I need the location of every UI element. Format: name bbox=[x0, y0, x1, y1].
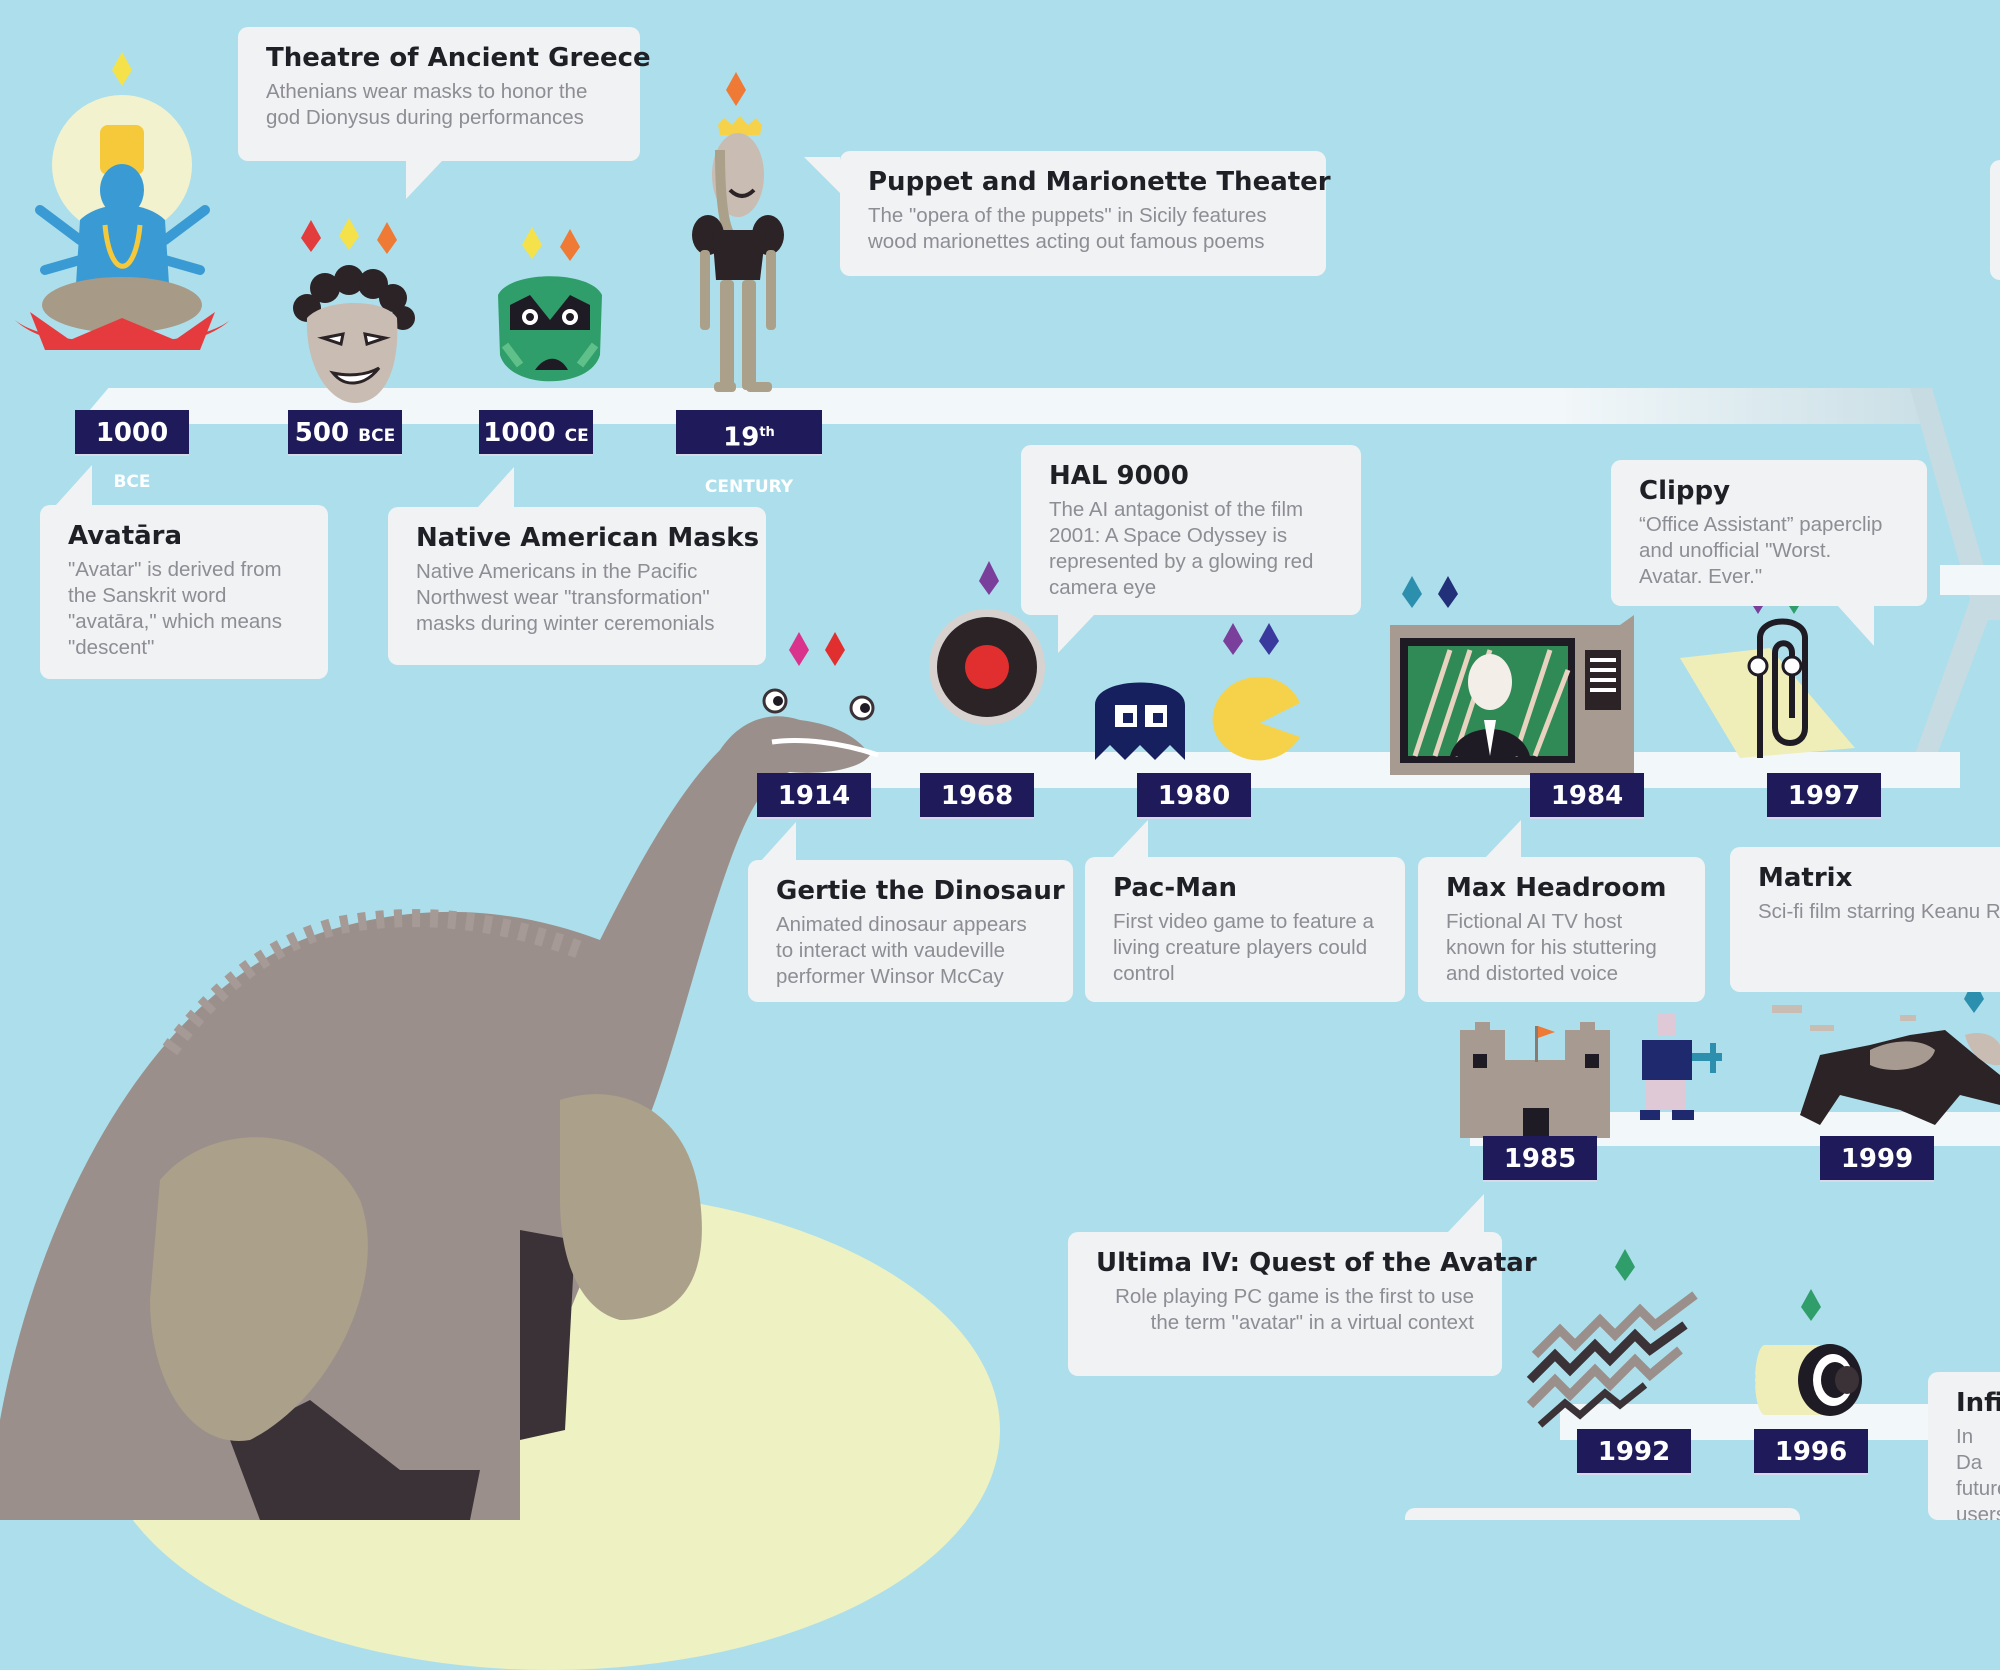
card-title: Clippy bbox=[1639, 476, 1731, 506]
card-max-headroom: Max Headroom Fictional AI TV host known … bbox=[1418, 857, 1705, 1002]
gem-icon bbox=[789, 632, 845, 666]
zigzag-icon bbox=[1526, 1249, 1698, 1428]
year-label-1914: 1914 bbox=[757, 773, 871, 819]
year-label-1000bce: 1000 BCE bbox=[75, 410, 189, 492]
card-text: The AI antagonist of the film 2001: A Sp… bbox=[1049, 498, 1314, 599]
dinosaur-icon bbox=[0, 688, 879, 1520]
card-title: Ultima IV: Quest of the Avatar bbox=[1096, 1248, 1537, 1278]
year-label-1997: 1997 bbox=[1767, 773, 1881, 819]
card-title: Gertie the Dinosaur bbox=[776, 876, 1065, 906]
card-title: Max Headroom bbox=[1446, 873, 1667, 903]
year-label-1992: 1992 bbox=[1577, 1429, 1691, 1475]
card-clippy: Clippy “Office Assistant” paperclip and … bbox=[1611, 460, 1927, 606]
card-text: Sci-fi film starring Keanu Reeves as "Ne… bbox=[1758, 900, 2000, 923]
card-ultima-iv: Ultima IV: Quest of the Avatar Role play… bbox=[1068, 1232, 1537, 1376]
card-pointer bbox=[1448, 1194, 1484, 1232]
card-pointer bbox=[1058, 615, 1094, 653]
card-pac-man: Pac-Man First video game to feature a li… bbox=[1085, 857, 1405, 1002]
card-gertie-the-dinosaur: Gertie the Dinosaur Animated dinosaur ap… bbox=[748, 860, 1073, 1002]
card-pointer bbox=[56, 465, 92, 505]
year-label-1984: 1984 bbox=[1530, 773, 1644, 819]
card-text: Animated dinosaur appears to interact wi… bbox=[776, 913, 1027, 988]
card-text: Fictional AI TV host known for his stutt… bbox=[1446, 910, 1657, 985]
marionette-icon bbox=[692, 72, 784, 392]
card-title: Pac-Man bbox=[1113, 873, 1238, 903]
camera-lens-icon bbox=[1755, 1289, 1862, 1416]
card-text: First video game to feature a living cre… bbox=[1113, 910, 1374, 985]
card-title: Infinite bbox=[1956, 1388, 2000, 1418]
card-native-american-masks: Native American Masks Native Americans i… bbox=[388, 507, 766, 665]
card-title: Puppet and Marionette Theater bbox=[868, 167, 1331, 197]
card-hal-9000: HAL 9000 The AI antagonist of the film 2… bbox=[1021, 445, 1361, 615]
card-title: Theatre of Ancient Greece bbox=[266, 43, 651, 73]
year-label-1968: 1968 bbox=[920, 773, 1034, 819]
pacman-ghost-icon bbox=[1095, 682, 1185, 760]
year-label-500bce: 500 BCE bbox=[288, 410, 402, 456]
card-title: Avatāra bbox=[68, 521, 183, 551]
card-title: HAL 9000 bbox=[1049, 461, 1189, 491]
year-label-1996: 1996 bbox=[1754, 1429, 1868, 1475]
hal-eye-icon bbox=[929, 561, 1045, 725]
paperclip-icon bbox=[1680, 580, 1855, 758]
year-label-1985: 1985 bbox=[1483, 1136, 1597, 1182]
castle-icon bbox=[1460, 1022, 1610, 1138]
card-text: “Office Assistant” paperclip and unoffic… bbox=[1639, 513, 1883, 588]
card-text: Native Americans in the Pacific Northwes… bbox=[416, 560, 715, 635]
card-theatre-ancient-greece: Theatre of Ancient Greece Athenians wear… bbox=[238, 27, 651, 161]
year-label-1000ce: 1000 CE bbox=[479, 410, 593, 456]
card-text: The "opera of the puppets" in Sicily fea… bbox=[868, 204, 1267, 253]
card-pointer bbox=[1112, 820, 1148, 858]
card-text: Athenians wear masks to honor the god Di… bbox=[266, 80, 588, 129]
card-title: Matrix bbox=[1758, 863, 1853, 893]
card-infinite: Infinite In Da future users more bbox=[1928, 1372, 2000, 1520]
card-text: "Avatar" is derived from the Sanskrit wo… bbox=[68, 558, 282, 659]
timeline-track-right-edge bbox=[1940, 565, 2000, 595]
year-label-1980: 1980 bbox=[1137, 773, 1251, 819]
offscreen-card-edge-bottom bbox=[1405, 1508, 1800, 1520]
native-mask-icon bbox=[498, 227, 602, 382]
card-pointer bbox=[1838, 606, 1874, 646]
card-pointer bbox=[1485, 820, 1521, 858]
timeline-track-top-end bbox=[1560, 388, 1930, 424]
year-label-19th-century: 19th CENTURY bbox=[676, 410, 822, 497]
card-pointer bbox=[478, 467, 514, 507]
card-pointer bbox=[406, 161, 442, 199]
greek-mask-icon bbox=[293, 218, 415, 403]
card-pointer bbox=[804, 157, 840, 193]
offscreen-card-edge bbox=[1990, 160, 2000, 280]
card-avatara: Avatāra "Avatar" is derived from the San… bbox=[40, 505, 328, 679]
year-label-1999: 1999 bbox=[1820, 1136, 1934, 1182]
tv-icon bbox=[1390, 576, 1634, 775]
card-puppet-marionette: Puppet and Marionette Theater The "opera… bbox=[840, 151, 1331, 276]
card-text: Role playing PC game is the first to use… bbox=[1115, 1285, 1474, 1334]
pacman-icon bbox=[1212, 623, 1300, 761]
vishnu-icon bbox=[15, 52, 230, 350]
card-pointer bbox=[760, 822, 796, 862]
card-text: In Da future users more bbox=[1956, 1425, 2000, 1520]
matrix-neo-icon bbox=[1772, 979, 2000, 1125]
card-title: Native American Masks bbox=[416, 523, 760, 553]
card-matrix: Matrix Sci-fi film starring Keanu Reeves… bbox=[1730, 847, 2000, 992]
